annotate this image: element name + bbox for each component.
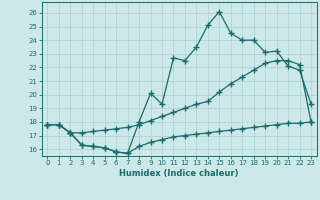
X-axis label: Humidex (Indice chaleur): Humidex (Indice chaleur): [119, 169, 239, 178]
